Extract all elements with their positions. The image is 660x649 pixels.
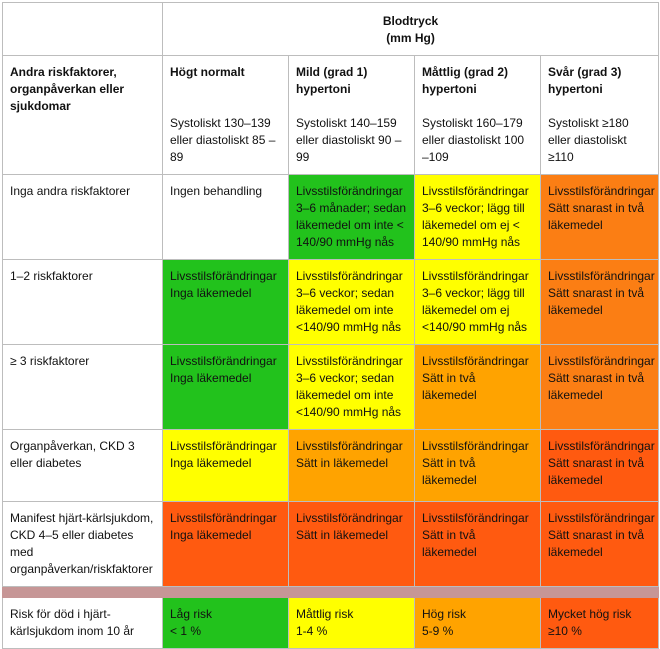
treatment-cell: Livsstilsförändringar Sätt in två läkemed… xyxy=(414,429,541,502)
column-name: Måttlig (grad 2) hypertoni xyxy=(422,65,508,96)
treatment-cell: Livsstilsförändringar 3–6 veckor; sedan … xyxy=(288,259,415,345)
column-header-grade2: Måttlig (grad 2) hypertoni Systoliskt 16… xyxy=(414,55,541,175)
row-label: Manifest hjärt-kärlsjukdom, CKD 4–5 elle… xyxy=(2,501,163,587)
header-title: Blodtryck xyxy=(382,14,439,28)
column-header-high-normal: Högt normalt Systoliskt 130–139 eller di… xyxy=(162,55,289,175)
column-name: Högt normalt xyxy=(170,65,245,79)
table-row: 1–2 riskfaktorer Livsstilsförändringar In… xyxy=(2,259,660,345)
blood-pressure-header: Blodtryck (mm Hg) xyxy=(161,2,660,56)
treatment-cell: Livsstilsförändringar Sätt snarast in två… xyxy=(539,429,660,502)
row-label: 1–2 riskfaktorer xyxy=(2,259,163,345)
risk-row: Risk för död i hjärt-kärlsjukdom inom 10… xyxy=(2,597,660,649)
treatment-cell: Livsstilsförändringar Sätt in två läkemed… xyxy=(414,501,541,587)
column-range: Systoliskt ≥180 eller diastoliskt ≥110 xyxy=(548,116,629,164)
treatment-cell: Livsstilsförändringar Sätt snarast in två… xyxy=(539,501,660,587)
treatment-cell: Ingen behandling xyxy=(162,174,289,260)
treatment-cell: Livsstilsförändringar Sätt in läkemedel xyxy=(288,501,415,587)
column-name: Mild (grad 1) hypertoni xyxy=(296,65,368,96)
column-range: Systoliskt 130–139 eller diastoliskt 85 … xyxy=(170,116,276,164)
table-row: Inga andra riskfaktorer Ingen behandling… xyxy=(2,174,660,260)
risk-cell: Låg risk < 1 % xyxy=(162,597,289,649)
treatment-cell: Livsstilsförändringar Inga läkemedel xyxy=(162,344,289,430)
treatment-cell: Livsstilsförändringar Sätt snarast in två… xyxy=(539,259,660,345)
treatment-cell: Livsstilsförändringar Sätt in läkemedel xyxy=(288,429,415,502)
risk-cell: Hög risk 5-9 % xyxy=(414,597,541,649)
treatment-cell: Livsstilsförändringar Inga läkemedel xyxy=(162,259,289,345)
treatment-cell: Livsstilsförändringar Inga läkemedel xyxy=(162,429,289,502)
header-row-top: Blodtryck (mm Hg) xyxy=(2,2,660,56)
treatment-cell: Livsstilsförändringar Inga läkemedel xyxy=(162,501,289,587)
treatment-cell: Livsstilsförändringar 3–6 veckor; lägg t… xyxy=(414,174,541,260)
column-range: Systoliskt 160–179 eller diastoliskt 100… xyxy=(422,116,525,164)
row-label: Inga andra riskfaktorer xyxy=(2,174,163,260)
treatment-cell: Livsstilsförändringar 3–6 veckor; lägg t… xyxy=(414,259,541,345)
table-row: ≥ 3 riskfaktorer Livsstilsförändringar In… xyxy=(2,344,660,430)
separator-cell xyxy=(288,586,415,598)
column-header-grade1: Mild (grad 1) hypertoni Systoliskt 140–1… xyxy=(288,55,415,175)
treatment-cell: Livsstilsförändringar 3–6 veckor; sedan … xyxy=(288,344,415,430)
column-header-grade3: Svår (grad 3) hypertoni Systoliskt ≥180 … xyxy=(539,55,660,175)
table-row: Manifest hjärt-kärlsjukdom, CKD 4–5 elle… xyxy=(2,501,660,587)
risk-cell: Måttlig risk 1-4 % xyxy=(288,597,415,649)
row-label: Organpåverkan, CKD 3 eller diabetes xyxy=(2,429,163,502)
separator-cell xyxy=(162,586,289,598)
treatment-cell: Livsstilsförändringar Sätt snarast in två… xyxy=(539,174,660,260)
table-row: Organpåverkan, CKD 3 eller diabetes Livs… xyxy=(2,429,660,502)
separator-cell xyxy=(539,586,660,598)
row-label: ≥ 3 riskfaktorer xyxy=(2,344,163,430)
row-label-header: Andra riskfaktorer, organpåverkan eller … xyxy=(2,55,163,175)
column-name: Svår (grad 3) hypertoni xyxy=(548,65,622,96)
header-unit: (mm Hg) xyxy=(386,31,435,45)
empty-corner-cell xyxy=(2,2,163,56)
treatment-cell: Livsstilsförändringar Sätt snarast in två… xyxy=(539,344,660,430)
header-row-columns: Andra riskfaktorer, organpåverkan eller … xyxy=(2,55,660,175)
separator-cell xyxy=(414,586,541,598)
risk-row-label: Risk för död i hjärt-kärlsjukdom inom 10… xyxy=(2,597,163,649)
treatment-cell: Livsstilsförändringar Sätt in två läkemed… xyxy=(414,344,541,430)
treatment-cell: Livsstilsförändringar 3–6 månader; sedan… xyxy=(288,174,415,260)
column-range: Systoliskt 140–159 eller diastoliskt 90 … xyxy=(296,116,402,164)
separator-cell xyxy=(2,586,163,598)
separator-row xyxy=(2,586,660,598)
risk-cell: Mycket hög risk ≥10 % xyxy=(539,597,660,649)
